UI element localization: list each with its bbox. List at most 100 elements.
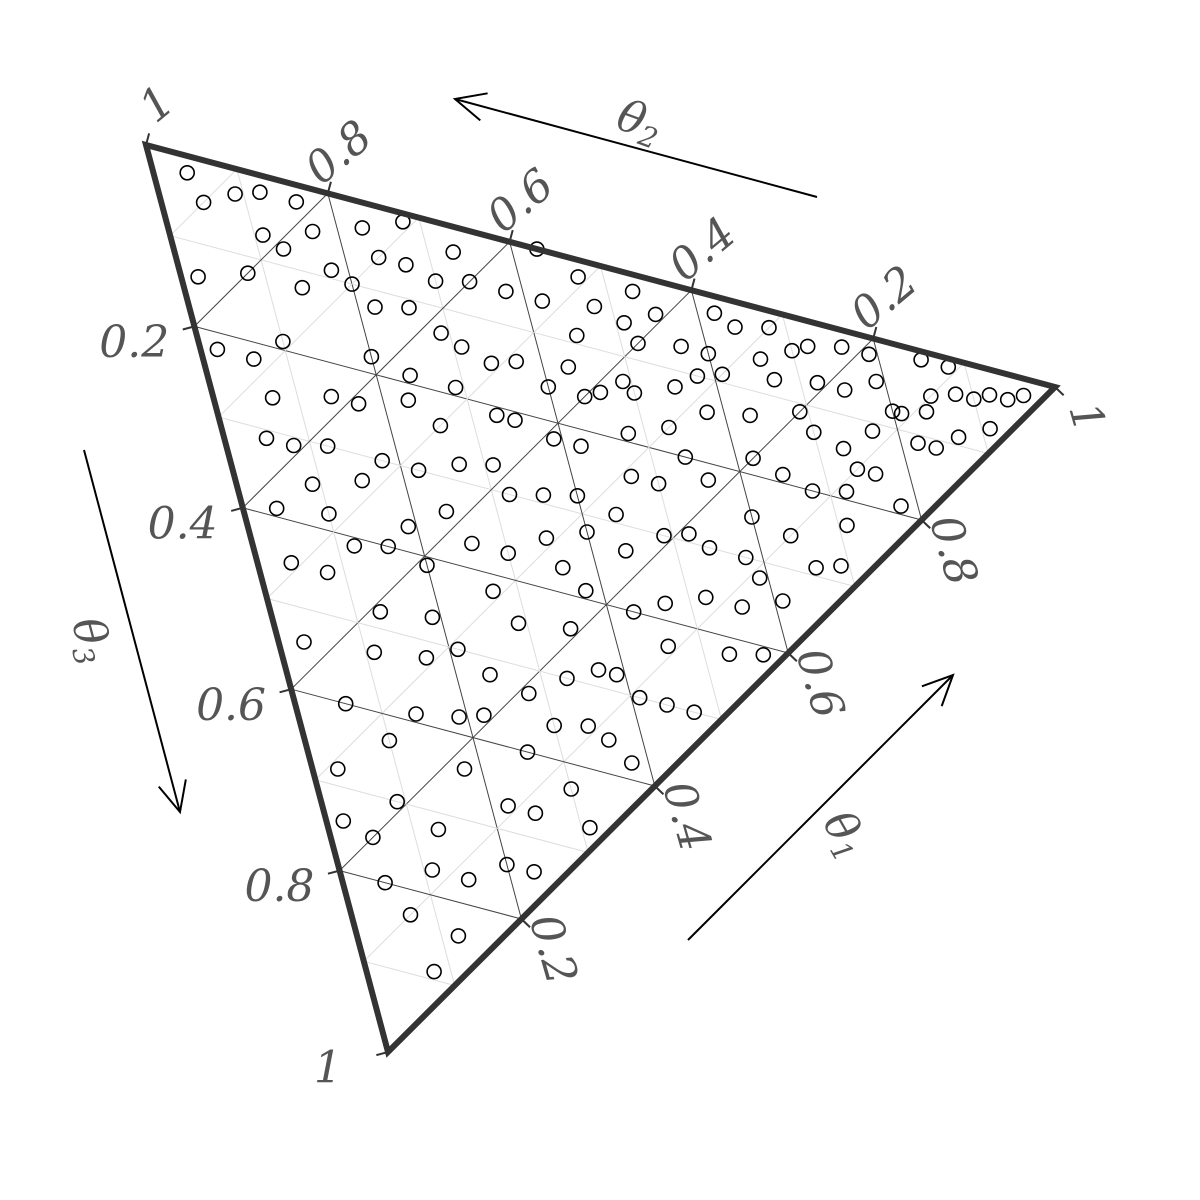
data-point: [700, 472, 717, 488]
data-point: [488, 407, 505, 424]
data-point: [410, 462, 427, 479]
data-point: [799, 338, 816, 355]
data-point: [922, 388, 939, 404]
data-point: [527, 805, 544, 822]
data-point: [616, 314, 632, 331]
tick-marks: [145, 133, 1065, 1057]
data-point: [714, 366, 731, 383]
data-point: [508, 353, 525, 370]
data-point: [791, 403, 808, 420]
data-point: [534, 293, 551, 309]
tick-label-theta1: 0.4: [652, 776, 720, 857]
grid-line-theta2-3: [315, 314, 783, 781]
grid-line-theta2-6: [242, 241, 510, 509]
data-point: [660, 638, 677, 655]
data-point: [402, 906, 419, 923]
data-point: [372, 603, 389, 620]
grid-line-theta2-9: [169, 168, 238, 237]
data-point: [745, 450, 761, 467]
grid: [169, 168, 989, 986]
data-point: [761, 319, 777, 336]
data-point: [354, 472, 371, 489]
data-point: [809, 374, 826, 391]
data-point: [893, 405, 910, 422]
data-point: [400, 518, 417, 535]
data-point: [577, 582, 594, 599]
data-point: [538, 530, 555, 546]
data-point: [699, 404, 715, 421]
data-points: [179, 165, 1032, 980]
data-point: [681, 526, 697, 542]
data-point: [389, 793, 406, 810]
data-point: [982, 420, 998, 437]
grid-line-theta3-3: [218, 416, 856, 587]
data-point: [408, 706, 424, 722]
data-point: [498, 283, 514, 300]
data-point: [839, 517, 855, 534]
data-point: [630, 335, 646, 352]
data-point: [766, 371, 783, 388]
data-point: [520, 685, 537, 702]
data-point: [868, 373, 885, 390]
data-point: [569, 487, 586, 504]
data-point: [864, 423, 881, 439]
data-point: [464, 535, 480, 552]
data-point: [947, 386, 964, 403]
data-point: [227, 186, 243, 202]
data-point: [482, 666, 498, 683]
data-point: [510, 615, 527, 632]
tick-label-theta3: 1: [314, 1043, 342, 1094]
data-point: [582, 819, 598, 836]
data-point: [433, 325, 449, 341]
data-point: [849, 461, 866, 478]
data-point: [626, 385, 643, 401]
data-point: [427, 273, 444, 289]
data-point: [734, 599, 751, 615]
data-point: [893, 498, 909, 514]
grid-line-theta1-4: [509, 241, 656, 787]
data-point: [366, 644, 383, 661]
data-point: [965, 391, 982, 407]
data-point: [190, 268, 206, 285]
data-point: [727, 319, 743, 335]
data-point: [323, 262, 340, 279]
data-point: [252, 184, 268, 200]
data-point: [867, 466, 884, 482]
data-point: [623, 755, 640, 771]
data-point: [329, 761, 346, 777]
data-point: [288, 194, 305, 210]
data-point: [450, 641, 466, 658]
grid-line-theta1-7: [781, 314, 856, 587]
data-point: [697, 589, 714, 606]
tick-label-theta2: 0.8: [296, 111, 382, 195]
data-point: [456, 761, 473, 777]
data-point: [647, 306, 664, 323]
data-point: [346, 538, 363, 554]
data-point: [354, 220, 371, 236]
data-point: [381, 732, 398, 749]
grid-line-theta2-8: [194, 193, 329, 327]
data-point: [450, 928, 467, 944]
grid-line-theta1-5: [600, 265, 722, 720]
tick-label-theta1: 0.8: [919, 510, 987, 591]
grid-line-theta3-4: [242, 507, 789, 654]
data-point: [608, 506, 624, 523]
grid-line-theta1-3: [418, 217, 589, 853]
data-point: [344, 276, 360, 292]
data-point: [918, 403, 935, 420]
tick-mark-theta1: [520, 918, 531, 929]
data-point: [438, 503, 455, 520]
tick-label-theta3: 0.6: [196, 680, 266, 731]
tick-mark-theta3: [182, 325, 195, 331]
data-point: [833, 558, 849, 574]
data-point: [657, 595, 674, 612]
data-point: [808, 559, 824, 576]
data-point: [554, 559, 571, 576]
data-point: [804, 483, 821, 499]
data-point: [294, 279, 311, 296]
data-point: [401, 299, 417, 316]
data-point: [526, 863, 542, 880]
data-point: [363, 348, 380, 365]
data-point: [264, 389, 281, 406]
data-point: [624, 283, 641, 300]
